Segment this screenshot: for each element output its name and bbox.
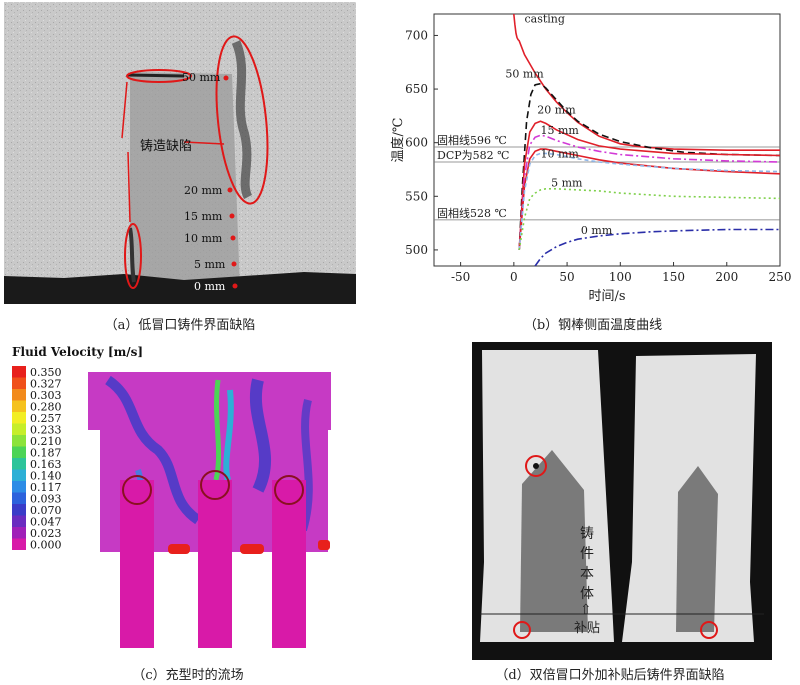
legend-value: 0.280 <box>30 401 62 414</box>
legend-swatch <box>12 412 26 424</box>
legend-swatch <box>12 423 26 435</box>
caption-d: （d）双倍冒口外加补贴后铸件界面缺陷 <box>495 668 725 683</box>
body-label-4: 体 <box>580 586 594 602</box>
legend-value: 0.350 <box>30 366 62 379</box>
legend-value: 0.117 <box>30 481 62 494</box>
mark-15mm: 15 mm <box>184 210 223 223</box>
panel-d-image: 铸 件 本 体 ⇧ 补贴 <box>472 342 772 660</box>
legend-value: 0.327 <box>30 378 62 391</box>
x-tick-label: 250 <box>769 270 792 284</box>
series-line <box>518 82 780 250</box>
caption-b: （b）钢棒侧面温度曲线 <box>523 318 663 333</box>
x-tick-label: -50 <box>451 270 470 284</box>
series-label: 10 mm <box>540 148 579 161</box>
mark-10mm: 10 mm <box>184 232 223 245</box>
legend-value: 0.187 <box>30 447 62 460</box>
plot-frame <box>433 13 781 267</box>
legend-value: 0.047 <box>30 516 62 529</box>
legend-value: 0.233 <box>30 424 62 437</box>
x-axis-label: 时间/s <box>588 289 625 304</box>
series-line <box>518 120 780 250</box>
legend-swatch <box>12 515 26 527</box>
reference-line-label: 固相线528 ℃ <box>437 206 507 220</box>
temperature-chart: -50 0 50 100 150 200 250 500 550 600 650 700 时间/s 温度/… <box>390 13 792 304</box>
panel-a: 铸造缺陷 50 mm 20 mm 15 mm 10 mm 5 mm 0 mm <box>4 2 356 304</box>
legend-swatch <box>12 492 26 504</box>
legend-swatch <box>12 366 26 378</box>
body-label-2: 件 <box>580 546 594 562</box>
legend-value: 0.093 <box>30 493 62 506</box>
x-tick-label: 150 <box>662 270 685 284</box>
legend-value: 0.000 <box>30 539 62 552</box>
reference-line-label: DCP为582 ℃ <box>437 149 509 162</box>
x-tick-label: 0 <box>510 270 518 284</box>
legend-swatch <box>12 469 26 481</box>
series-label: 0 mm <box>581 224 613 237</box>
legend-swatch <box>12 458 26 470</box>
reference-line-label: 固相线596 ℃ <box>437 133 507 147</box>
legend-value: 0.303 <box>30 389 62 402</box>
legend-swatch <box>12 400 26 412</box>
x-tick-label: 200 <box>715 270 738 284</box>
body-label-1: 铸 <box>580 526 594 542</box>
panel-c: Fluid Velocity [m/s] 0.350 0.327 0.303 0.28… <box>8 340 368 658</box>
series-label: 20 mm <box>537 104 576 117</box>
patch-label: 补贴 <box>574 621 600 636</box>
panel-d: 铸 件 本 体 ⇧ 补贴 <box>472 342 772 660</box>
legend-swatch <box>12 435 26 447</box>
legend-swatch <box>12 527 26 539</box>
mark-0mm: 0 mm <box>194 280 226 293</box>
x-tick-label: 50 <box>559 270 574 284</box>
legend-swatch <box>12 377 26 389</box>
y-tick-label: 650 <box>405 82 428 96</box>
legend-value: 0.070 <box>30 504 62 517</box>
series-label: 5 mm <box>551 177 583 190</box>
y-tick-label: 600 <box>405 136 428 150</box>
panel-a-image: 铸造缺陷 50 mm 20 mm 15 mm 10 mm 5 mm 0 mm <box>4 2 356 304</box>
legend-value: 0.210 <box>30 435 62 448</box>
legend-swatch <box>12 481 26 493</box>
legend-value: 0.140 <box>30 470 62 483</box>
panel-b: -50 0 50 100 150 200 250 500 550 600 650 700 时间/s 温度/… <box>390 4 796 304</box>
series-label: casting <box>524 13 564 26</box>
y-axis-label: 温度/℃ <box>390 118 406 163</box>
legend-swatch <box>12 504 26 516</box>
caption-a: （a）低冒口铸件界面缺陷 <box>104 318 256 333</box>
defect-label: 铸造缺陷 <box>140 138 192 154</box>
mark-20mm: 20 mm <box>184 184 223 197</box>
velocity-legend: 0.3500.3270.3030.2800.2570.2330.2100.187… <box>12 366 62 552</box>
mark-5mm: 5 mm <box>194 258 226 271</box>
body-label-3: 本 <box>580 566 594 582</box>
y-tick-label: 500 <box>405 243 428 257</box>
legend-swatch <box>12 389 26 401</box>
x-tick-label: 100 <box>609 270 632 284</box>
series-line <box>518 152 780 250</box>
legend-swatch <box>12 446 26 458</box>
series-line <box>534 228 780 266</box>
legend-value: 0.257 <box>30 412 62 425</box>
series-label: 50 mm <box>505 67 544 80</box>
y-tick-label: 550 <box>405 189 428 203</box>
mark-50mm: 50 mm <box>182 71 221 84</box>
legend-value: 0.023 <box>30 527 62 540</box>
series-label: 15 mm <box>540 124 579 137</box>
series-line <box>518 148 780 250</box>
legend-swatch <box>12 538 26 550</box>
y-tick-label: 700 <box>405 28 428 42</box>
legend-title: Fluid Velocity [m/s] <box>12 345 143 359</box>
caption-c: （c）充型时的流场 <box>132 668 244 683</box>
flow-field-image: Fluid Velocity [m/s] 0.3500.3270.3030.28… <box>12 345 331 648</box>
series-line <box>518 134 780 250</box>
legend-value: 0.163 <box>30 458 62 471</box>
up-arrow-icon: ⇧ <box>580 602 592 618</box>
